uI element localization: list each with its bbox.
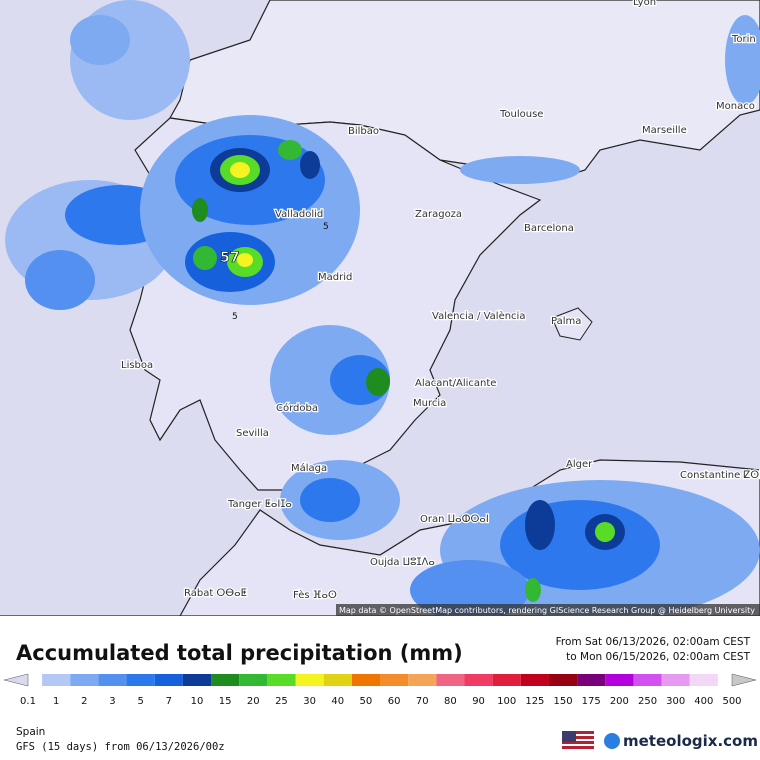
city: Murcia — [413, 398, 446, 409]
legend: Accumulated total precipitation (mm) Fro… — [3, 636, 758, 753]
city: Palma — [551, 316, 581, 327]
legend-swatch — [520, 674, 549, 686]
legend-swatch — [267, 674, 296, 686]
city: Córdoba — [276, 402, 318, 414]
legend-swatch — [323, 674, 352, 686]
mallorca — [551, 307, 593, 341]
legend-swatch — [211, 674, 240, 686]
legend-label: 1 — [53, 696, 59, 707]
legend-swatch — [689, 674, 718, 686]
city: Torin — [731, 34, 756, 45]
legend-label: 10 — [191, 696, 204, 707]
legend-swatch — [633, 674, 662, 686]
legend-swatch — [70, 674, 99, 686]
legend-label: 2 — [81, 696, 87, 707]
legend-swatch — [239, 674, 268, 686]
legend-label: 400 — [694, 696, 713, 707]
city: Sevilla — [236, 428, 269, 439]
legend-label: 175 — [582, 696, 601, 707]
legend-swatch — [577, 674, 606, 686]
legend-swatch — [351, 674, 380, 686]
us-flag — [562, 731, 594, 751]
city: Alacant/Alicante — [415, 378, 496, 389]
precipitation-map: Lyon Torin Monaco Toulouse Marseille Bil… — [0, 0, 760, 616]
city: Constantine ⵇⵙⵏⵟⵉⵏⴰ — [680, 470, 760, 481]
model-run: GFS (15 days) from 06/13/2026/00z — [16, 741, 225, 753]
legend-label: 150 — [553, 696, 572, 707]
legend-label: 300 — [666, 696, 685, 707]
legend-swatch — [98, 674, 127, 686]
legend-swatch — [295, 674, 324, 686]
legend-title: Accumulated total precipitation (mm) — [16, 641, 463, 665]
legend-label: 0.1 — [20, 696, 36, 707]
legend-label: 90 — [472, 696, 485, 707]
legend-swatch — [126, 674, 155, 686]
legend-swatch — [492, 674, 521, 686]
legend-swatch — [3, 673, 29, 687]
city: Marseille — [642, 125, 687, 136]
city: Oran ⵡⴰⵀⵔⴰⵏ — [420, 514, 489, 525]
period-to: to Mon 06/15/2026, 02:00am CEST — [566, 651, 750, 663]
legend-label: 3 — [109, 696, 115, 707]
brand: meteologix.com — [623, 732, 758, 750]
legend-label: 7 — [166, 696, 172, 707]
legend-label: 80 — [444, 696, 457, 707]
city-labels: Lyon Torin Monaco Toulouse Marseille Bil… — [120, 0, 760, 602]
brand-logo — [604, 733, 620, 749]
max-value: 57 — [220, 250, 239, 266]
legend-label: 50 — [360, 696, 373, 707]
city: Monaco — [716, 101, 755, 112]
legend-label: 200 — [610, 696, 629, 707]
city: Toulouse — [499, 109, 543, 120]
precipitation-areas — [5, 0, 760, 616]
city: Valencia / València — [432, 310, 525, 322]
legend-swatch — [464, 674, 493, 686]
city: Rabat ⵔⴱⴰⵟ — [184, 588, 247, 599]
legend-swatch — [436, 674, 465, 686]
city: Málaga — [291, 462, 327, 474]
period-from: From Sat 06/13/2026, 02:00am CEST — [556, 636, 751, 648]
legend-swatch — [380, 674, 409, 686]
legend-label: 60 — [388, 696, 401, 707]
city: Madrid — [318, 272, 352, 283]
city: Tanger ⵟⴰⵏⵊⴰ — [227, 499, 292, 510]
legend-label: 30 — [303, 696, 316, 707]
attribution: Map data © OpenStreetMap contributors, r… — [339, 606, 755, 615]
city: Barcelona — [524, 223, 574, 234]
legend-swatch — [605, 674, 634, 686]
region: Spain — [16, 726, 45, 738]
city: Lyon — [633, 0, 656, 8]
color-scale: 0.1 1 2 3 5 7 10 15 20 25 30 40 50 60 70 80 90 100 125 150 1… — [3, 673, 757, 707]
city: Fès ⴼⴰⵙ — [293, 589, 337, 601]
legend-label: 5 — [137, 696, 143, 707]
legend-label: 100 — [497, 696, 516, 707]
city: Bilbao — [348, 126, 379, 137]
city: Valladolid — [275, 209, 323, 220]
legend-label: 125 — [525, 696, 544, 707]
contour-label: 5 — [323, 222, 329, 232]
legend-label: 20 — [247, 696, 260, 707]
contour-label: 5 — [232, 312, 238, 322]
legend-swatch — [42, 674, 71, 686]
legend-swatch — [731, 673, 757, 687]
city: Alger — [566, 459, 593, 470]
city: Zaragoza — [415, 209, 462, 220]
legend-label: 500 — [722, 696, 741, 707]
city: Lisboa — [121, 360, 153, 371]
city: Oujda ⵡⵓⵊⴷⴰ — [370, 557, 435, 568]
legend-label: 250 — [638, 696, 657, 707]
legend-swatch — [154, 674, 183, 686]
legend-label: 15 — [219, 696, 232, 707]
legend-swatch — [182, 674, 212, 686]
legend-swatch — [408, 674, 437, 686]
attribution-bg — [336, 604, 760, 616]
legend-label: 25 — [275, 696, 288, 707]
legend-swatch — [548, 674, 578, 686]
legend-label: 70 — [416, 696, 429, 707]
legend-label: 40 — [331, 696, 344, 707]
legend-swatch — [661, 674, 690, 686]
